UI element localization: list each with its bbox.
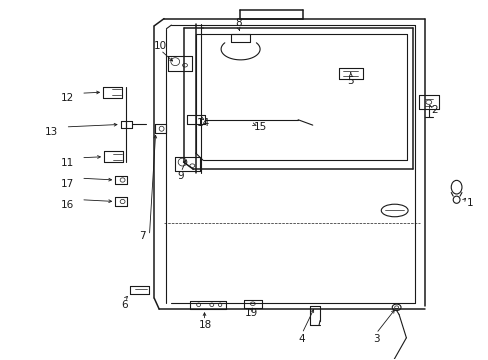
Text: 1: 1	[466, 198, 472, 208]
Text: 15: 15	[254, 122, 267, 132]
Text: 2: 2	[430, 105, 436, 115]
Text: 13: 13	[45, 127, 58, 136]
Text: 17: 17	[61, 179, 74, 189]
Text: 19: 19	[244, 309, 258, 318]
Text: 3: 3	[372, 333, 379, 343]
Text: 14: 14	[196, 118, 209, 128]
Text: 8: 8	[235, 18, 242, 28]
Text: 6: 6	[122, 300, 128, 310]
Text: 10: 10	[154, 41, 167, 50]
Text: 16: 16	[61, 200, 74, 210]
Text: 9: 9	[178, 171, 184, 181]
Text: 11: 11	[61, 158, 74, 168]
Text: 5: 5	[347, 76, 353, 86]
Text: 7: 7	[139, 231, 146, 240]
Text: 18: 18	[199, 320, 212, 330]
Text: 4: 4	[298, 333, 305, 343]
Text: 12: 12	[61, 93, 74, 103]
